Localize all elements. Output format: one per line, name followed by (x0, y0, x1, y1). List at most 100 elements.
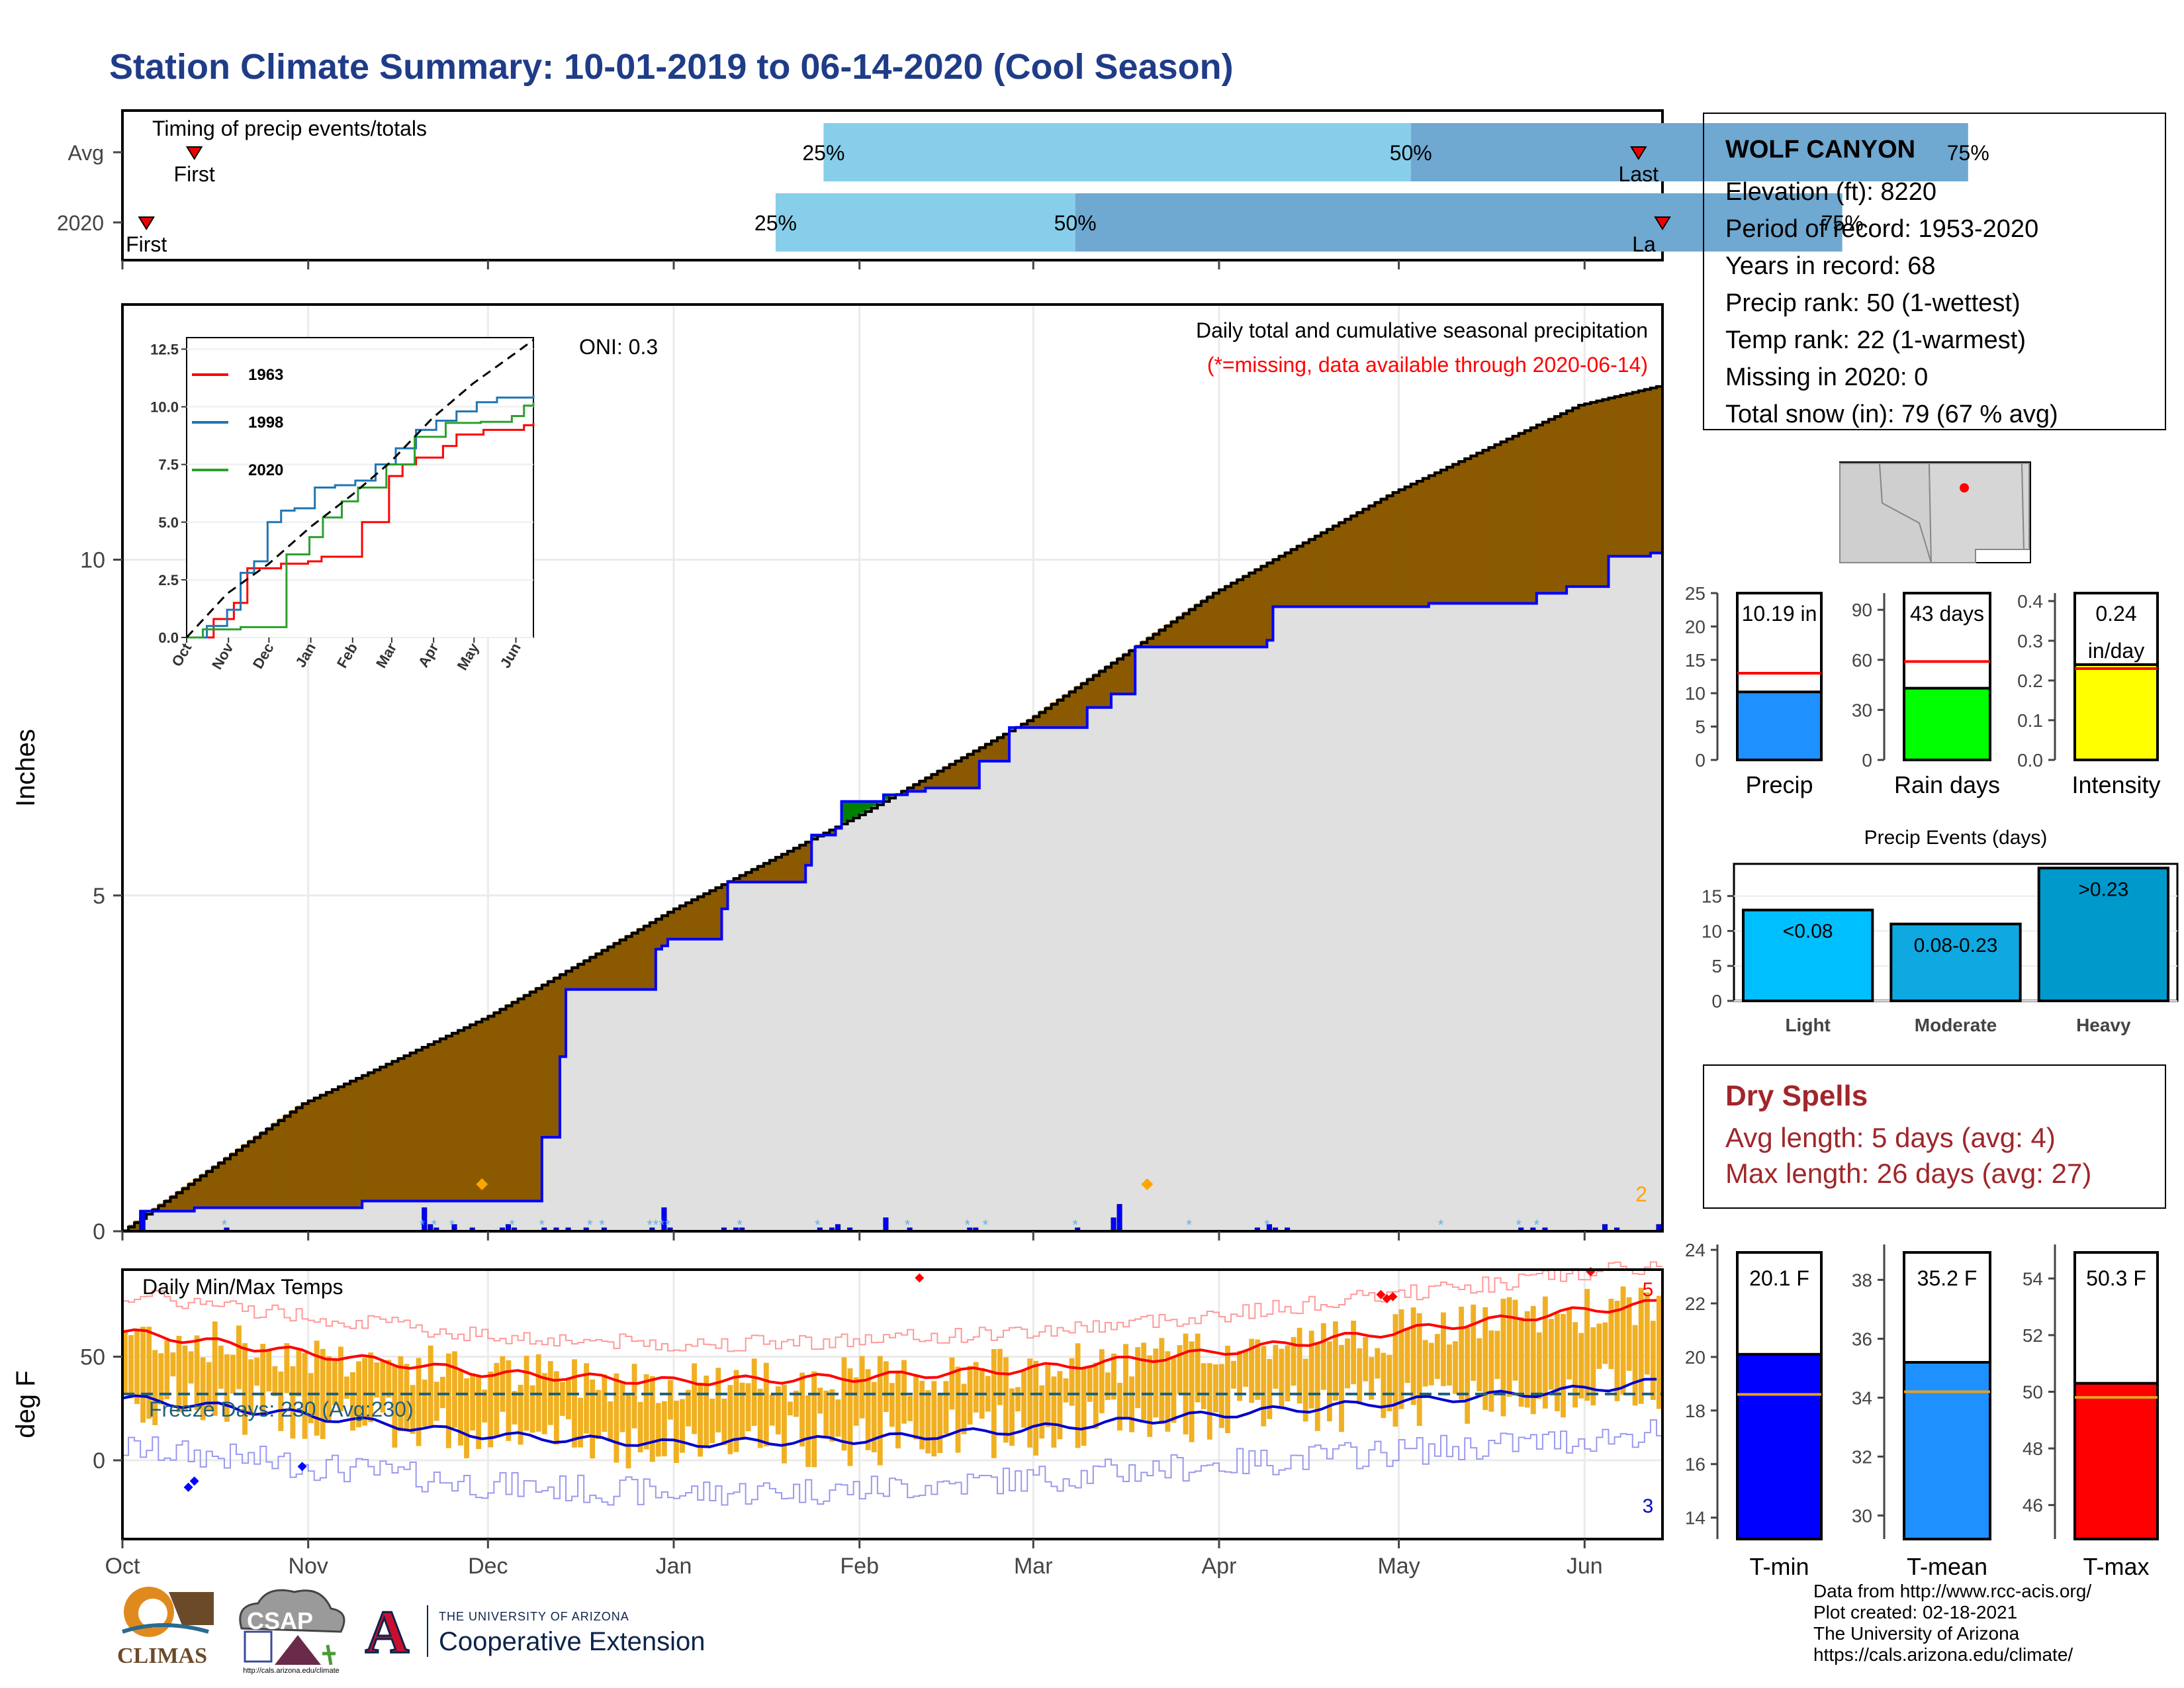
temp-day-bar (1602, 1322, 1608, 1364)
cumulative-diff-band (1363, 507, 1369, 607)
cumulative-diff-band (1099, 669, 1106, 708)
climas-logo: CLIMAS (109, 1579, 215, 1671)
temp-day-bar (134, 1329, 140, 1405)
cumulative-diff-band (1081, 681, 1088, 728)
event-bar (1889, 922, 2022, 1003)
cumulative-diff-band (1506, 438, 1514, 604)
cumulative-diff-band (596, 952, 602, 990)
cumulative-diff-band (1339, 521, 1345, 607)
temp-bar-ytick-label: 46 (2023, 1495, 2043, 1516)
cumulative-diff-band (332, 1088, 339, 1208)
cumulative-diff-band (637, 927, 645, 990)
temp-day-bar (1530, 1305, 1536, 1415)
events-title: Precip Events (days) (1864, 827, 2048, 849)
ua-mark: A (364, 1598, 410, 1665)
temp-day-bar (1363, 1336, 1369, 1382)
cumulative-diff-band (1159, 628, 1166, 647)
daily-precip-bar (1116, 1203, 1122, 1232)
cumulative-diff-band (698, 895, 704, 939)
temp-day-bar (1302, 1358, 1308, 1422)
temp-day-bar (1375, 1348, 1381, 1379)
cumulative-diff-band (883, 794, 890, 800)
temp-day-bar (643, 1374, 649, 1450)
cumulative-diff-band (512, 1000, 519, 1201)
cumulative-diff-band (529, 990, 537, 1201)
cumulative-diff-band (230, 1152, 237, 1208)
last-marker (1629, 146, 1647, 160)
timing-row-label: Avg (68, 141, 104, 165)
avg-max-line (122, 1299, 1657, 1386)
credit-date: Plot created: 02-18-2021 (1813, 1602, 2018, 1622)
temp-day-bar (386, 1360, 392, 1398)
cumulative-diff-band (134, 1220, 141, 1231)
temp-day-bar (631, 1364, 637, 1429)
temp-day-bar (224, 1354, 230, 1422)
cumulative-diff-band (1255, 568, 1261, 647)
temp-day-bar (1387, 1354, 1392, 1412)
timing-q2-bar (1410, 123, 1968, 181)
cumulative-diff-band (458, 1029, 465, 1201)
temp-day-bar (308, 1373, 314, 1423)
cumulative-diff-band (1147, 636, 1154, 647)
cumulative-diff-band (1536, 423, 1543, 594)
cumulative-diff-band (1003, 732, 1010, 761)
temp-day-bar (1201, 1363, 1206, 1409)
temp-day-bar (422, 1380, 428, 1427)
cumulative-diff-band (1045, 706, 1052, 728)
cumulative-diff-band (1320, 531, 1328, 607)
temp-day-bar (602, 1374, 608, 1432)
temp-xtick-label: Jun (1567, 1554, 1603, 1579)
csap-logo: CSAP http://cals.arizona.edu/climate (228, 1582, 354, 1678)
inset-series-line (187, 422, 535, 639)
temp-ytick-label: 0 (93, 1448, 105, 1474)
temp-day-bar (1267, 1358, 1273, 1419)
temp-summary-bars: 14 16 18 20 22 24 20.1 F T-min 30 32 34 36 38 35.2 F T… (1685, 1240, 2159, 1580)
temp-day-bar (1345, 1338, 1350, 1389)
cumulative-diff-band (1075, 686, 1082, 728)
temp-day-bar (853, 1377, 859, 1426)
cumulative-diff-band (362, 1074, 369, 1201)
temp-day-bar (590, 1379, 596, 1459)
temp-day-bar (248, 1359, 253, 1416)
temp-day-bar (1051, 1376, 1057, 1448)
temp-day-bar (841, 1357, 847, 1451)
temp-day-bar (1087, 1367, 1093, 1402)
temp-day-bar (1171, 1356, 1177, 1423)
ua-big-text: Cooperative Extension (439, 1627, 705, 1656)
cumulative-diff-band (410, 1051, 417, 1201)
cumulative-diff-band (757, 865, 764, 882)
temp-day-bar (704, 1376, 709, 1447)
cumulative-diff-band (739, 874, 747, 882)
inset-legend-label: 1998 (248, 414, 283, 432)
cumulative-diff-band (1302, 541, 1310, 607)
cumulative-diff-band (1530, 426, 1537, 604)
cumulative-diff-band (1650, 387, 1657, 553)
cumulative-diff-band (709, 889, 716, 939)
temp-day-bar (1333, 1321, 1338, 1401)
temp-bar-ytick-label: 36 (1852, 1329, 1872, 1349)
temp-day-bar (182, 1345, 188, 1412)
cumulative-diff-band (1555, 415, 1561, 594)
cumulative-diff-band (296, 1105, 303, 1208)
cumulative-diff-band (236, 1148, 243, 1208)
cumulative-diff-band (535, 986, 543, 1201)
cumulative-diff-band (1123, 653, 1130, 694)
temp-day-bar (1039, 1385, 1045, 1439)
tmin-bar (1736, 1352, 1823, 1540)
cumulative-diff-band (1291, 547, 1298, 607)
cumulative-diff-band (416, 1049, 423, 1201)
cumulative-diff-band (1063, 694, 1070, 728)
snow-marker: * (1438, 1217, 1444, 1233)
cumulative-diff-band (1273, 557, 1280, 607)
cumulative-diff-band (559, 972, 567, 1057)
snow-marker: * (599, 1217, 605, 1233)
cumulative-diff-band (338, 1085, 345, 1208)
temp-bar-value-label: 20.1 F (1749, 1266, 1809, 1290)
temp-day-bar (686, 1389, 691, 1427)
cumulative-diff-band (439, 1037, 447, 1201)
cumulative-diff-band (1369, 504, 1375, 607)
first-label: First (174, 162, 215, 186)
cumulative-diff-band (1620, 394, 1627, 557)
cumulative-diff-band (470, 1023, 477, 1201)
temp-bar-ytick-label: 32 (1852, 1446, 1872, 1467)
